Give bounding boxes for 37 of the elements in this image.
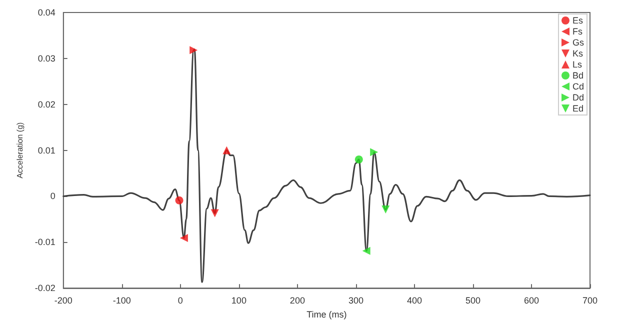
y-tick-label: 0.02	[38, 99, 56, 110]
legend-label: Es	[572, 16, 584, 26]
legend-label: Bd	[572, 70, 584, 80]
x-axis-title: Time (ms)	[306, 310, 347, 320]
x-tick-label: 700	[582, 296, 598, 306]
legend-label: Ks	[572, 48, 584, 58]
legend-label: Cd	[572, 82, 584, 92]
point	[180, 234, 188, 242]
legend-label: Ed	[572, 104, 584, 114]
x-tick-label: 100	[231, 296, 246, 306]
legend-label: Dd	[572, 92, 584, 102]
y-tick-label: -0.02	[34, 283, 56, 294]
x-tick-label: 200	[290, 296, 305, 306]
point	[210, 209, 219, 218]
x-tick-label: -100	[112, 296, 131, 306]
x-tick-label: -200	[54, 296, 72, 306]
point	[175, 196, 184, 204]
legend-label: Fs	[572, 26, 583, 36]
x-tick-label: 500	[465, 296, 480, 306]
x-tick-label: 300	[348, 296, 364, 306]
point	[354, 155, 363, 164]
y-tick-label: 0.04	[38, 8, 56, 18]
x-tick-label: 400	[406, 296, 422, 306]
y-tick-label: 0	[50, 191, 56, 202]
point	[370, 148, 378, 156]
legend-label: Gs	[572, 38, 584, 48]
y-tick-label: 0.01	[38, 145, 56, 156]
point	[190, 46, 198, 54]
x-tick-label: 600	[524, 296, 540, 306]
y-tick-label: -0.01	[34, 237, 56, 248]
point	[382, 206, 390, 214]
legend-label: Ls	[572, 60, 582, 70]
y-axis-title: Acceleration (g)	[16, 122, 24, 178]
x-tick-label: 0	[178, 296, 183, 306]
point	[362, 246, 370, 255]
point	[222, 146, 231, 154]
y-tick-label: 0.03	[38, 53, 56, 64]
